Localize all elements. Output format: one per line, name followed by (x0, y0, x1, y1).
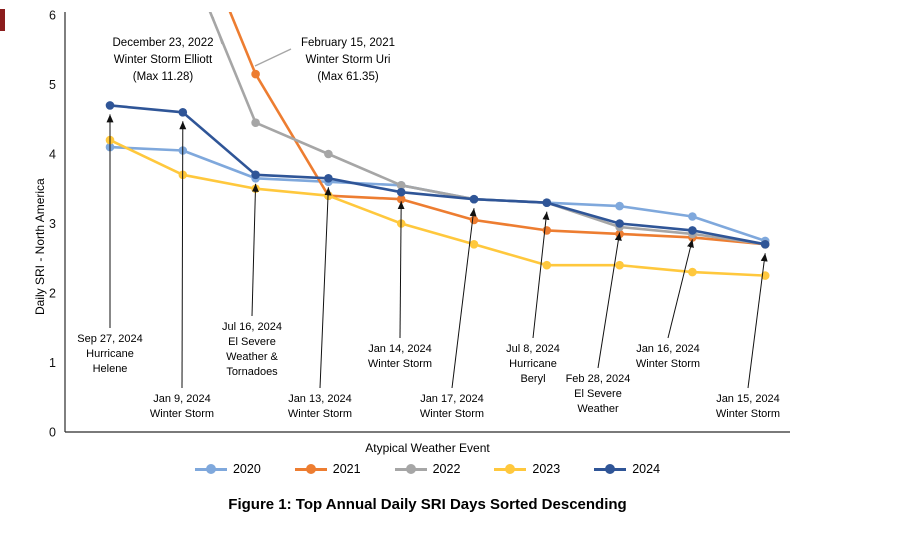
series-marker-2024 (324, 174, 333, 183)
legend-line-marker-icon (194, 464, 227, 474)
series-marker-2024 (615, 219, 624, 228)
series-marker-2023 (615, 260, 624, 270)
series-marker-2023 (542, 260, 552, 270)
callout-arrow (319, 187, 332, 389)
legend-item-2021: 2021 (294, 462, 361, 476)
series-marker-2024 (760, 240, 770, 249)
series-marker-2021 (469, 215, 479, 225)
callout-jul-16-severe-weather: Jul 16, 2024 El Severe Weather & Tornado… (222, 321, 282, 378)
callout-leader-line (212, 16, 223, 45)
chart-legend: 2020 2021 2022 2023 2024 (65, 462, 790, 476)
series-marker-2023 (469, 240, 479, 249)
callout-arrow (597, 232, 622, 369)
legend-label: 2022 (432, 462, 461, 476)
callout-jan-15-winter-storm: Jan 15, 2024 Winter Storm (715, 393, 781, 420)
series-line-2023 (108, 138, 767, 277)
series-marker-2024 (469, 194, 479, 204)
callout-leader-line (254, 48, 292, 67)
callout-arrow (532, 211, 550, 339)
legend-line-marker-icon (394, 464, 427, 474)
legend-label: 2021 (332, 462, 361, 476)
series-marker-2024 (542, 198, 552, 207)
callout-jan-14-winter-storm: Jan 14, 2024 Winter Storm (367, 343, 433, 370)
callout-arrow (251, 183, 259, 317)
callout-hurricane-helene: Sep 27, 2024 Hurricane Helene (77, 333, 143, 375)
callout-jan-16-winter-storm: Jan 16, 2024 Winter Storm (635, 343, 701, 370)
y-tick-label: 1 (49, 356, 56, 370)
series-marker-2022 (251, 118, 260, 127)
y-tick-label: 5 (49, 78, 56, 92)
y-tick-label: 6 (49, 9, 56, 23)
legend-label: 2023 (532, 462, 561, 476)
legend-item-2023: 2023 (494, 462, 560, 476)
y-tick-label: 3 (49, 217, 56, 231)
legend-line-marker-icon (594, 464, 627, 474)
series-marker-2024 (105, 101, 115, 110)
callout-arrow (397, 201, 405, 339)
series-marker-2022 (396, 181, 406, 190)
legend-dot-icon (605, 464, 616, 474)
legend-line-marker-icon (294, 464, 327, 474)
callout-hurricane-beryl: Jul 8, 2024 Hurricane Beryl (506, 343, 560, 385)
legend-line-marker-icon (494, 464, 527, 474)
legend-item-2022: 2022 (394, 462, 461, 476)
series-marker-2024 (251, 170, 260, 180)
legend-label: 2020 (232, 462, 261, 476)
series-line-2021 (228, 12, 767, 246)
series-marker-2024 (178, 108, 188, 117)
series-marker-2021 (251, 69, 260, 79)
callout-arrow (667, 239, 694, 339)
callout-arrow (179, 121, 187, 389)
series-line-2024 (108, 104, 767, 246)
legend-dot-icon (205, 464, 216, 474)
y-tick-label: 2 (49, 287, 56, 301)
series-marker-2020 (615, 201, 624, 211)
y-tick-label: 0 (49, 426, 56, 440)
figure-caption: Figure 1: Top Annual Daily SRI Days Sort… (228, 496, 627, 513)
legend-dot-icon (505, 464, 516, 474)
series-marker-2023 (688, 267, 697, 277)
series-marker-2020 (688, 212, 697, 221)
legend-dot-icon (305, 464, 316, 474)
y-axis-title: Daily SRI - North America (33, 178, 47, 315)
callout-feb-28-severe-weather: Feb 28, 2024 El Severe Weather (565, 373, 631, 415)
series-marker-2024 (396, 187, 406, 197)
callout-arrow (747, 253, 768, 389)
series-marker-2022 (324, 149, 333, 159)
legend-item-2020: 2020 (194, 462, 261, 476)
legend-dot-icon (405, 464, 416, 474)
series-marker-2021 (542, 226, 552, 235)
callout-arrow (451, 208, 477, 389)
callout-winter-storm-uri: February 15, 2021 Winter Storm Uri (Max … (301, 37, 395, 83)
x-axis-title: Atypical Weather Event (365, 441, 490, 455)
series-marker-2024 (688, 226, 697, 235)
y-tick-label: 4 (49, 148, 56, 162)
callout-winter-storm-elliott: December 23, 2022 Winter Storm Elliott (… (112, 37, 214, 83)
callout-jan-13-winter-storm: Jan 13, 2024 Winter Storm (287, 393, 353, 420)
page-edge-mark (0, 9, 5, 31)
callout-jan-9-winter-storm: Jan 9, 2024 Winter Storm (149, 393, 215, 420)
callout-jan-17-winter-storm: Jan 17, 2024 Winter Storm (419, 393, 485, 420)
legend-label: 2024 (632, 462, 661, 476)
legend-item-2024: 2024 (594, 462, 660, 476)
